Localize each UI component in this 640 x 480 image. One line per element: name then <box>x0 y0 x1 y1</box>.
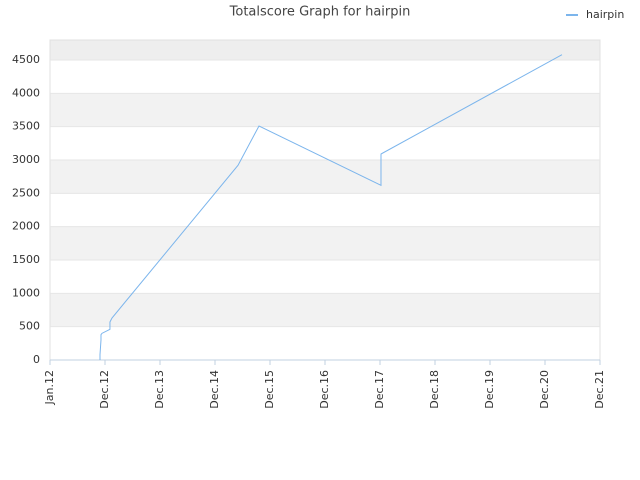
y-tick-label: 4500 <box>12 53 40 66</box>
x-tick-label: Dec.13 <box>153 370 166 409</box>
x-tick-label: Dec.12 <box>98 370 111 409</box>
x-tick-label: Dec.17 <box>373 370 386 409</box>
y-tick-label: 2000 <box>12 220 40 233</box>
chart-title: Totalscore Graph for hairpin <box>229 5 411 20</box>
x-tick-label: Dec.20 <box>538 370 551 409</box>
grid-band <box>50 226 600 260</box>
y-tick-label: 4000 <box>12 86 40 99</box>
x-tick-label: Dec.16 <box>318 370 331 409</box>
y-tick-label: 1000 <box>12 286 40 299</box>
grid-band <box>50 160 600 194</box>
y-tick-label: 0 <box>33 353 40 366</box>
y-tick-label: 500 <box>19 320 40 333</box>
x-tick-label: Dec.15 <box>263 370 276 409</box>
grid-band <box>50 93 600 127</box>
x-tick-label: Dec.19 <box>483 370 496 409</box>
grid-band <box>50 293 600 327</box>
y-tick-label: 2500 <box>12 186 40 199</box>
x-tick-label: Dec.18 <box>428 370 441 409</box>
y-tick-label: 1500 <box>12 253 40 266</box>
x-tick-label: Jan.12 <box>43 370 56 405</box>
x-tick-label: Dec.21 <box>593 370 606 409</box>
x-tick-label: Dec.14 <box>208 370 221 409</box>
y-tick-label: 3500 <box>12 120 40 133</box>
grid-band <box>50 40 600 60</box>
legend-label: hairpin <box>586 8 624 21</box>
line <box>99 54 563 360</box>
y-tick-label: 3000 <box>12 153 40 166</box>
